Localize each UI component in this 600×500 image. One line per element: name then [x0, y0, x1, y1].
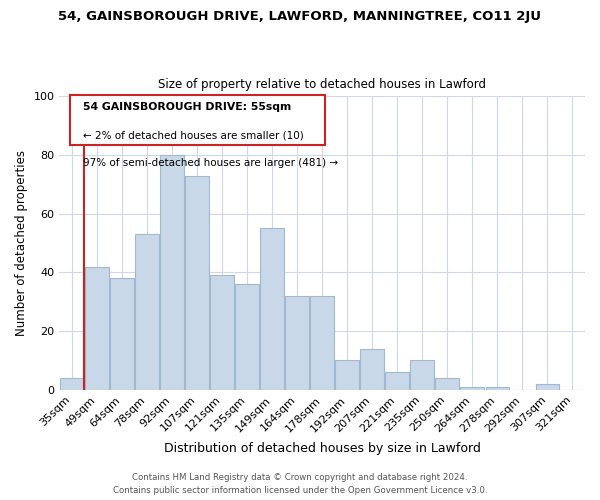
Y-axis label: Number of detached properties: Number of detached properties — [15, 150, 28, 336]
Bar — [335, 360, 359, 390]
Text: Contains HM Land Registry data © Crown copyright and database right 2024.
Contai: Contains HM Land Registry data © Crown c… — [113, 474, 487, 495]
Bar — [410, 360, 434, 390]
Bar — [536, 384, 559, 390]
Bar — [361, 348, 384, 390]
Bar — [436, 378, 459, 390]
Bar — [310, 296, 334, 390]
Bar — [210, 276, 234, 390]
Bar — [160, 155, 184, 390]
Title: Size of property relative to detached houses in Lawford: Size of property relative to detached ho… — [158, 78, 486, 91]
Bar — [385, 372, 409, 390]
Text: 54, GAINSBOROUGH DRIVE, LAWFORD, MANNINGTREE, CO11 2JU: 54, GAINSBOROUGH DRIVE, LAWFORD, MANNING… — [59, 10, 542, 23]
Bar — [185, 176, 209, 390]
Bar — [235, 284, 259, 390]
Bar — [285, 296, 309, 390]
Bar — [110, 278, 134, 390]
Text: 54 GAINSBOROUGH DRIVE: 55sqm: 54 GAINSBOROUGH DRIVE: 55sqm — [83, 102, 292, 112]
Bar — [135, 234, 159, 390]
Text: ← 2% of detached houses are smaller (10): ← 2% of detached houses are smaller (10) — [83, 130, 304, 140]
Bar — [260, 228, 284, 390]
Bar — [460, 387, 484, 390]
X-axis label: Distribution of detached houses by size in Lawford: Distribution of detached houses by size … — [164, 442, 481, 455]
Bar — [60, 378, 84, 390]
Bar — [85, 266, 109, 390]
Text: 97% of semi-detached houses are larger (481) →: 97% of semi-detached houses are larger (… — [83, 158, 338, 168]
FancyBboxPatch shape — [70, 95, 325, 145]
Bar — [485, 387, 509, 390]
